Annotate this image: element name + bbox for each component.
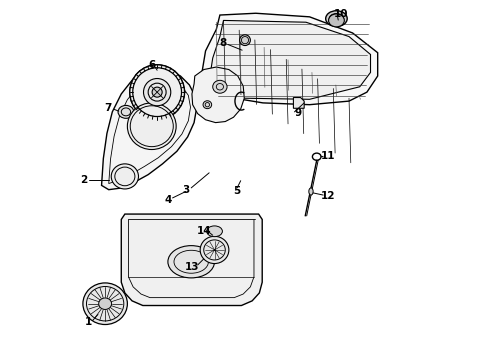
- Ellipse shape: [213, 80, 227, 93]
- Text: 4: 4: [164, 195, 171, 205]
- Polygon shape: [122, 214, 262, 306]
- Text: 5: 5: [234, 186, 241, 197]
- Text: 7: 7: [104, 103, 112, 113]
- Text: 1: 1: [85, 317, 92, 327]
- Text: 13: 13: [185, 262, 199, 272]
- Polygon shape: [294, 98, 304, 108]
- Text: 11: 11: [321, 150, 336, 161]
- Ellipse shape: [127, 103, 176, 149]
- Ellipse shape: [130, 65, 184, 120]
- Text: 14: 14: [196, 226, 211, 236]
- Ellipse shape: [98, 298, 112, 310]
- Ellipse shape: [144, 78, 171, 106]
- Text: 6: 6: [148, 60, 155, 70]
- Polygon shape: [101, 69, 196, 190]
- Ellipse shape: [168, 246, 215, 278]
- Text: 8: 8: [220, 38, 227, 48]
- Polygon shape: [202, 13, 378, 105]
- Polygon shape: [192, 67, 245, 123]
- Text: 9: 9: [294, 108, 302, 118]
- Ellipse shape: [118, 105, 134, 118]
- Ellipse shape: [152, 87, 162, 97]
- Polygon shape: [209, 21, 370, 99]
- Ellipse shape: [111, 164, 139, 189]
- Ellipse shape: [329, 14, 344, 27]
- Ellipse shape: [83, 283, 127, 324]
- Ellipse shape: [207, 226, 222, 237]
- Text: 10: 10: [334, 9, 348, 19]
- Ellipse shape: [240, 35, 250, 45]
- Text: 3: 3: [182, 185, 190, 195]
- Ellipse shape: [326, 11, 347, 27]
- Ellipse shape: [200, 236, 229, 264]
- Ellipse shape: [309, 188, 313, 195]
- Ellipse shape: [203, 101, 212, 109]
- Text: 12: 12: [321, 191, 336, 201]
- Text: 2: 2: [80, 175, 87, 185]
